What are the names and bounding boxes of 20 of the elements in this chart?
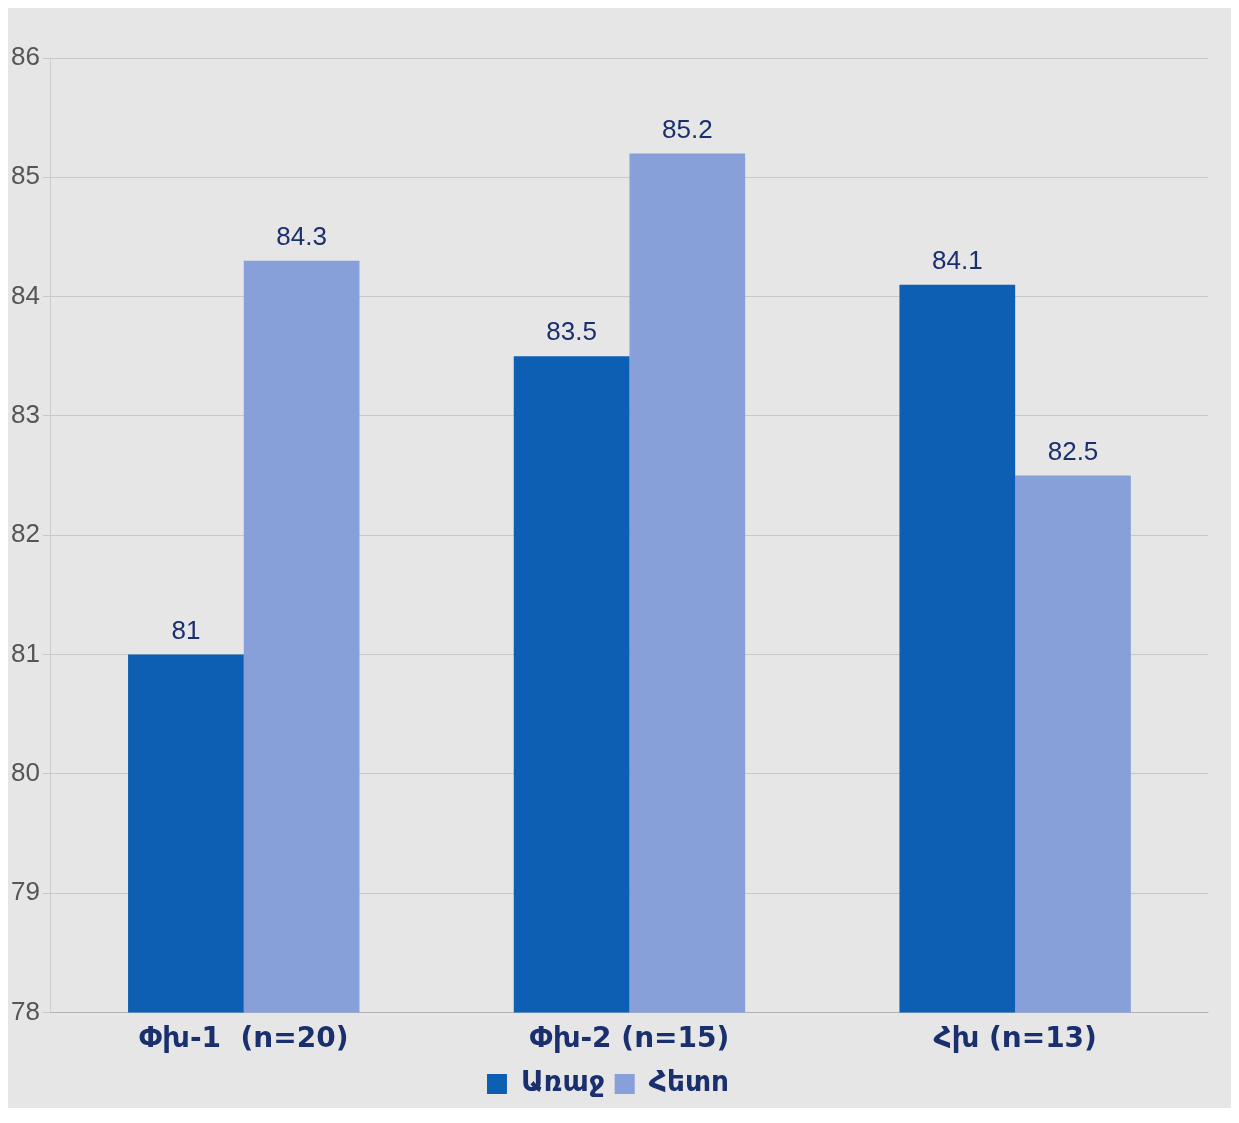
legend-label: Առաջ	[520, 1065, 605, 1099]
data-label: 83.5	[546, 316, 597, 347]
y-tick-label: 79	[11, 876, 40, 907]
data-label: 84.1	[931, 244, 983, 275]
y-tick-label: 85	[11, 160, 40, 191]
y-tick-label: 82	[11, 518, 40, 549]
y-tick-label: 81	[11, 637, 40, 668]
y-tick-label: 78	[11, 995, 40, 1026]
data-label: 82.5	[1047, 435, 1099, 466]
data-label: 85.2	[662, 113, 713, 144]
y-tick-label: 86	[11, 41, 40, 72]
y-tick-label: 84	[11, 279, 40, 310]
x-tick-label: Փխ-2 (n=15)	[529, 1021, 730, 1055]
data-label: 84.3	[276, 220, 327, 251]
x-tick-label: Փխ-1 (n=20)	[139, 1021, 349, 1055]
y-tick-label: 80	[11, 756, 40, 787]
legend-label: Հետո	[648, 1065, 730, 1099]
y-tick-label: 83	[11, 399, 40, 430]
x-tick-label: Հխ (n=13)	[933, 1021, 1097, 1055]
data-label: 81	[171, 614, 201, 645]
